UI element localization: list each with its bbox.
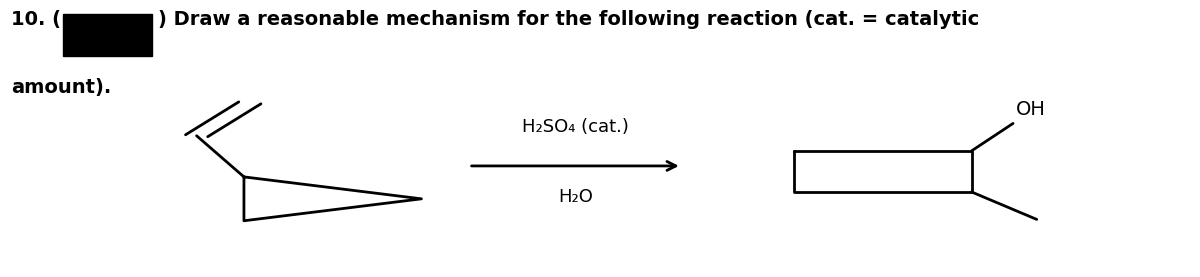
Text: 10. (: 10. ( xyxy=(11,10,61,29)
Text: H₂SO₄ (cat.): H₂SO₄ (cat.) xyxy=(522,118,629,136)
Text: ) Draw a reasonable mechanism for the following reaction (cat. = catalytic: ) Draw a reasonable mechanism for the fo… xyxy=(157,10,979,29)
Text: amount).: amount). xyxy=(11,78,112,97)
Text: OH: OH xyxy=(1015,100,1045,119)
Text: H₂O: H₂O xyxy=(558,188,593,206)
FancyBboxPatch shape xyxy=(62,14,151,56)
